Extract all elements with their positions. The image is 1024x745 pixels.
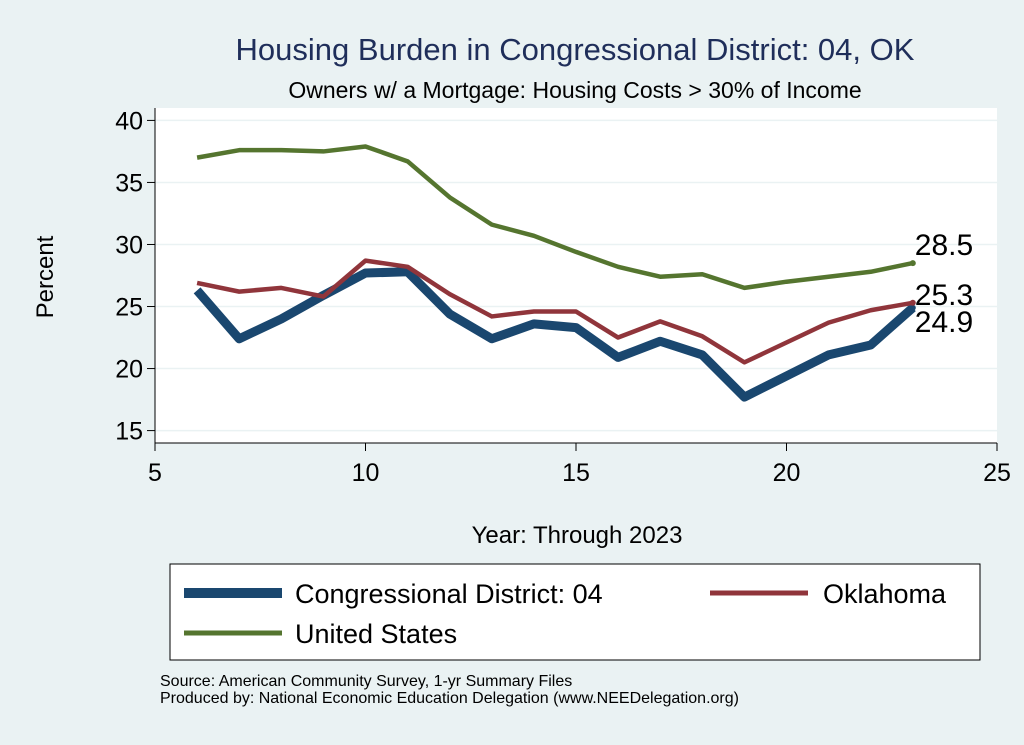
- x-tick-label: 25: [983, 459, 1011, 487]
- axes: 15 20 25 30 35 40 5 10 15 20 25: [115, 107, 1011, 487]
- x-tick-label: 20: [773, 459, 801, 487]
- y-tick-label: 25: [115, 294, 143, 322]
- legend-label-us: United States: [295, 619, 457, 649]
- legend-label-ok: Oklahoma: [823, 579, 947, 609]
- y-tick-label: 40: [115, 107, 143, 135]
- legend: Congressional District: 04 Oklahoma Unit…: [169, 563, 981, 661]
- x-tick-label: 15: [562, 459, 590, 487]
- y-axis-label: Percent: [32, 235, 59, 318]
- source-text: Source: American Community Survey, 1-yr …: [160, 673, 573, 690]
- end-value-label-1: 25.3: [915, 279, 973, 312]
- series-end-point-1: [909, 299, 916, 306]
- series-line-2: [196, 144, 914, 291]
- chart-subtitle: Owners w/ a Mortgage: Housing Costs > 30…: [288, 77, 861, 103]
- x-axis-label: Year: Through 2023: [472, 522, 683, 549]
- y-tick-label: 20: [115, 356, 143, 384]
- chart-title: Housing Burden in Congressional District…: [236, 32, 915, 67]
- series-line-0: [193, 267, 916, 402]
- series-end-point-0: [909, 304, 916, 311]
- x-tick-label: 5: [148, 459, 162, 487]
- series-end-point-2: [909, 260, 916, 267]
- y-tick-label: 15: [115, 418, 143, 446]
- legend-label-cd: Congressional District: 04: [295, 579, 603, 609]
- y-tick-label: 35: [115, 169, 143, 197]
- producer-text: Produced by: National Economic Education…: [160, 690, 739, 707]
- end-labels: 24.925.3 28.5: [915, 229, 973, 339]
- series-layer: [193, 144, 916, 402]
- x-tick-label: 10: [352, 459, 380, 487]
- end-value-label-0: 24.9: [915, 306, 973, 339]
- series-line-1: [196, 258, 914, 365]
- end-value-label-2: 28.5: [915, 229, 973, 262]
- plot-area: [155, 108, 997, 443]
- y-tick-label: 30: [115, 231, 143, 259]
